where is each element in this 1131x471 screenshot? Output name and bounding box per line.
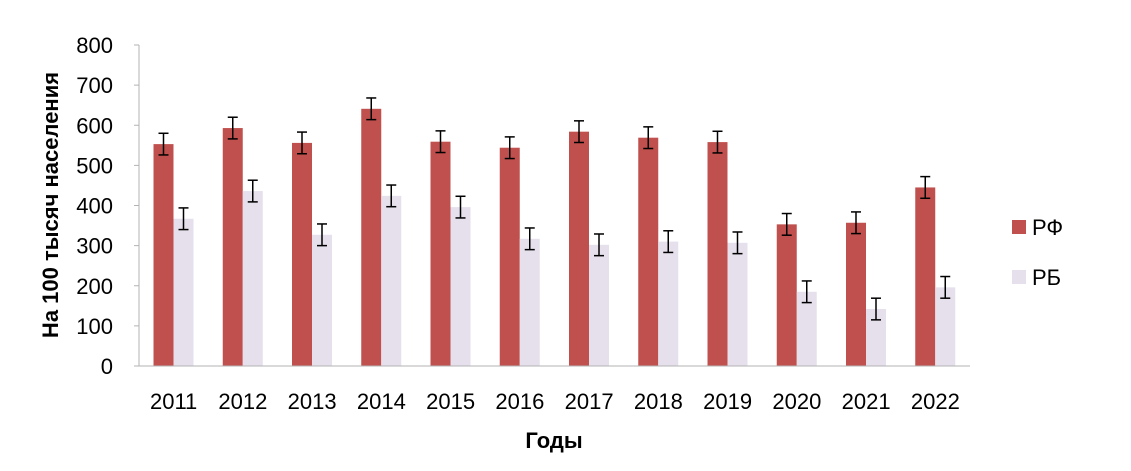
x-tick-label: 2022 [911, 389, 960, 414]
bar-rf [707, 142, 728, 366]
x-tick-label: 2020 [772, 389, 821, 414]
x-tick-label: 2013 [288, 389, 337, 414]
y-tick-label: 300 [76, 234, 113, 259]
legend-swatch-rf [1012, 220, 1026, 234]
x-tick-label: 2019 [703, 389, 752, 414]
bar-rb [727, 242, 748, 366]
y-axis-title: На 100 тысяч населения [38, 72, 63, 338]
bar-rf [361, 108, 382, 366]
bar-rf [569, 131, 589, 366]
legend-label-rb: РБ [1032, 265, 1061, 290]
x-tick-label: 2016 [495, 389, 544, 414]
bar-rf [292, 142, 312, 366]
bar-rb [312, 234, 332, 366]
bar-rb [519, 238, 540, 366]
legend-swatch-rb [1012, 270, 1026, 284]
legend-label-rf: РФ [1032, 215, 1063, 240]
x-axis-ticks: 2011 2012 2013 2014 2015 2016 2017 2018 2019 2020… [150, 389, 960, 414]
y-tick-label: 400 [76, 194, 113, 219]
y-tick-label: 700 [76, 73, 113, 98]
bar-rb [450, 207, 471, 366]
x-axis-title: Годы [525, 428, 582, 453]
y-tick-label: 100 [76, 314, 113, 339]
bar-rf [499, 147, 520, 366]
x-tick-label: 2018 [634, 389, 683, 414]
bar-rf [430, 141, 451, 366]
x-tick-label: 2015 [426, 389, 475, 414]
bar-rf [153, 144, 174, 366]
y-tick-label: 600 [76, 113, 113, 138]
bar-rf [846, 222, 866, 366]
bar-rf [915, 187, 936, 366]
bar-rb [242, 191, 263, 366]
x-tick-label: 2012 [218, 389, 267, 414]
bar-rb [658, 241, 679, 366]
y-axis-ticks: 0 100 200 300 400 500 600 700 800 [76, 33, 139, 379]
error-bars [158, 97, 951, 321]
y-tick-label: 200 [76, 274, 113, 299]
bars [153, 108, 956, 366]
bar-rf [222, 128, 243, 366]
x-tick-label: 2021 [842, 389, 891, 414]
bar-rf [776, 224, 797, 366]
legend: РФ РБ [1012, 215, 1063, 290]
y-tick-label: 0 [101, 354, 113, 379]
x-tick-label: 2014 [357, 389, 406, 414]
bar-rb [589, 244, 609, 366]
x-tick-label: 2017 [565, 389, 614, 414]
bar-rb [866, 309, 886, 366]
bar-rb [935, 287, 956, 366]
y-tick-label: 800 [76, 33, 113, 58]
bar-rb [381, 195, 402, 366]
x-tick-label: 2011 [150, 389, 197, 414]
bar-rb [796, 291, 817, 366]
y-tick-label: 500 [76, 153, 113, 178]
bar-rf [638, 137, 659, 366]
bar-rb [173, 218, 194, 366]
